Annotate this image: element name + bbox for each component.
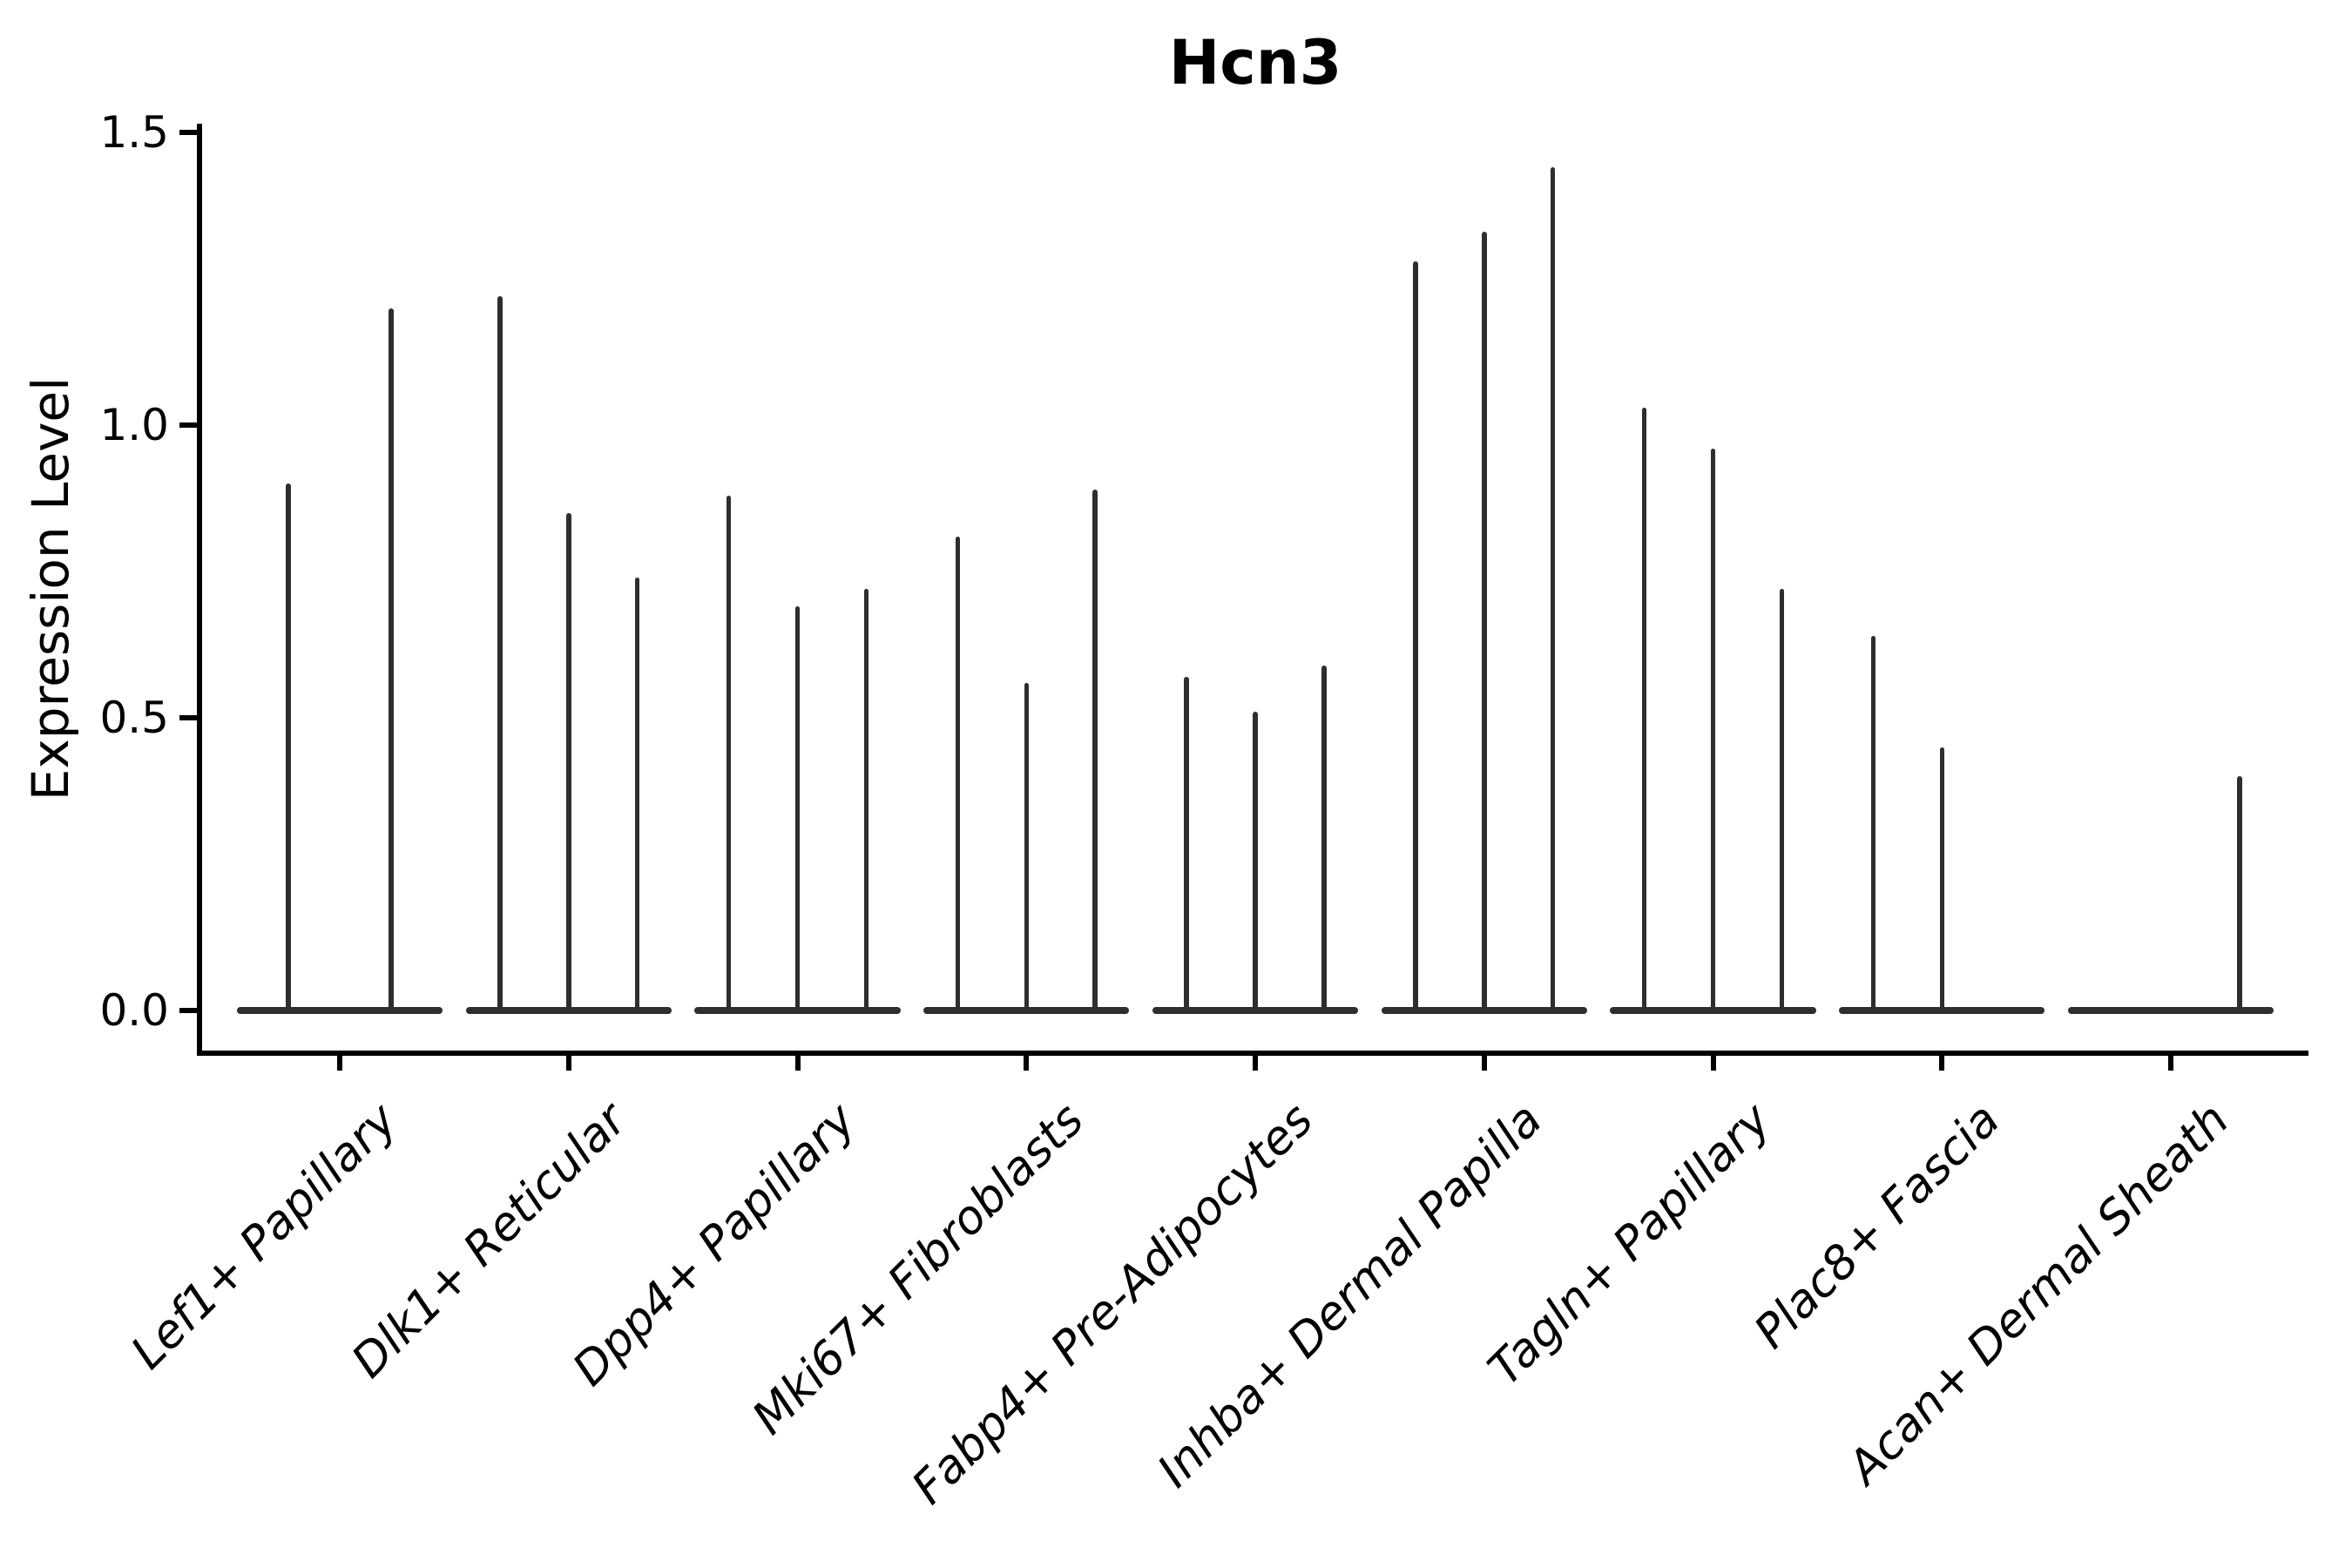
violin-tail-spike — [1870, 635, 1876, 1010]
y-tick-mark — [179, 422, 197, 428]
violin-tail-spike — [1710, 448, 1716, 1010]
violin-tail-spike — [1482, 232, 1487, 1010]
x-category-label: Fabp4+ Pre-Adipocytes — [902, 1093, 1324, 1515]
plot-title: Hcn3 — [1168, 27, 1342, 98]
y-tick-mark — [179, 1008, 197, 1013]
x-tick-mark — [1481, 1053, 1487, 1071]
violin-tail-spike — [2237, 776, 2242, 1010]
violin-tail-spike — [955, 536, 961, 1010]
x-tick-mark — [1253, 1053, 1258, 1071]
violin-tail-spike — [863, 589, 869, 1010]
y-tick-label: 0.5 — [99, 693, 169, 743]
violin-body-baseline — [694, 1007, 901, 1014]
x-tick-mark — [1939, 1053, 1945, 1071]
violin-tail-spike — [1253, 712, 1258, 1010]
violin-tail-spike — [497, 296, 503, 1010]
violin-tail-spike — [1092, 489, 1098, 1010]
violin-tail-spike — [1641, 407, 1647, 1010]
violin-tail-spike — [389, 308, 394, 1010]
violin-tail-spike — [1024, 682, 1029, 1010]
violin-body-baseline — [2067, 1007, 2274, 1014]
x-category-label: Acan+ Dermal Sheath — [1837, 1093, 2240, 1495]
violin-body-baseline — [236, 1007, 443, 1014]
y-tick-label: 1.0 — [99, 400, 169, 450]
violin-body-baseline — [923, 1007, 1130, 1014]
violin-body-baseline — [1839, 1007, 2045, 1014]
x-tick-mark — [2168, 1053, 2173, 1071]
x-tick-mark — [1710, 1053, 1716, 1071]
y-axis-spine — [197, 124, 202, 1056]
y-tick-mark — [179, 130, 197, 135]
y-axis-label: Expression Level — [21, 376, 80, 801]
y-tick-label: 1.5 — [99, 107, 169, 158]
violin-tail-spike — [1779, 589, 1785, 1010]
violin-tail-spike — [1184, 676, 1189, 1010]
violin-tail-spike — [286, 483, 291, 1010]
violin-tail-spike — [566, 512, 571, 1010]
x-category-label: Plac8+ Fascia — [1744, 1093, 2011, 1359]
y-tick-label: 0.0 — [99, 985, 169, 1036]
violin-tail-spike — [634, 577, 640, 1010]
violin-body-baseline — [1381, 1007, 1587, 1014]
x-tick-mark — [565, 1053, 571, 1071]
x-tick-mark — [1024, 1053, 1030, 1071]
violin-tail-spike — [1413, 260, 1418, 1010]
x-category-label: Inhba+ Dermal Papilla — [1147, 1093, 1552, 1498]
violin-tail-spike — [726, 495, 732, 1010]
x-tick-mark — [794, 1053, 801, 1071]
violin-tail-spike — [1939, 747, 1944, 1010]
x-tick-mark — [337, 1053, 342, 1071]
violin-tail-spike — [1550, 167, 1556, 1010]
y-tick-mark — [179, 715, 197, 720]
violin-body-baseline — [1152, 1007, 1359, 1014]
violin-tail-spike — [1321, 665, 1327, 1010]
violin-body-baseline — [1610, 1007, 1816, 1014]
violin-body-baseline — [465, 1007, 672, 1014]
violin-tail-spike — [794, 606, 801, 1010]
